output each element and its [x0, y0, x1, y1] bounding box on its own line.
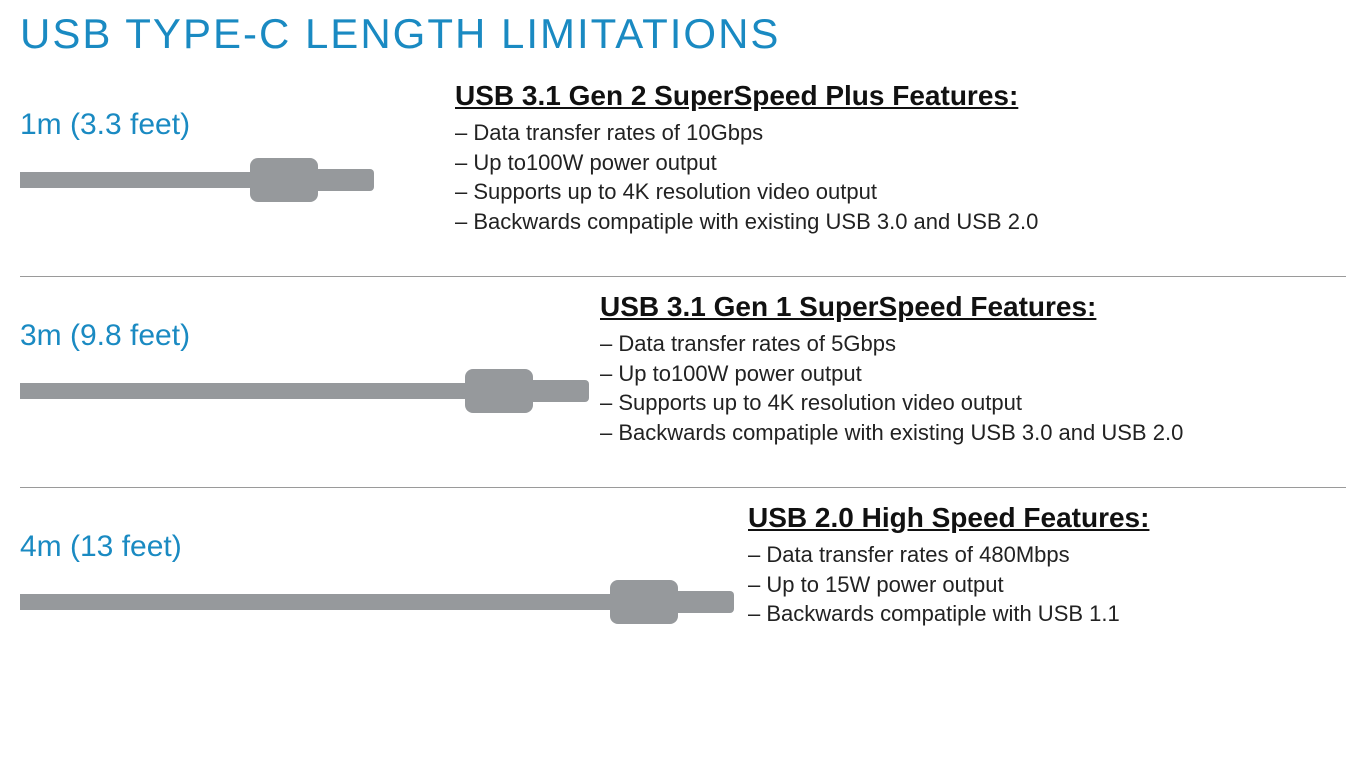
cable-ferrite	[250, 158, 318, 202]
spec-heading: USB 3.1 Gen 1 SuperSpeed Features:	[600, 291, 1183, 323]
cable-icon	[20, 580, 734, 624]
cable-body	[20, 594, 610, 610]
spec-block: USB 3.1 Gen 1 SuperSpeed Features: Data t…	[600, 291, 1183, 448]
cable-ferrite	[610, 580, 678, 624]
page-title: USB TYPE-C LENGTH LIMITATIONS	[20, 10, 1346, 58]
spec-list: Data transfer rates of 5GbpsUp to100W po…	[600, 329, 1183, 448]
cable-icon	[20, 158, 374, 202]
spec-item: Backwards compatiple with existing USB 3…	[455, 207, 1038, 237]
spec-block: USB 2.0 High Speed Features: Data transfe…	[748, 502, 1149, 629]
spec-item: Data transfer rates of 480Mbps	[748, 540, 1149, 570]
spec-row: 3m (9.8 feet) USB 3.1 Gen 1 SuperSpeed Fe…	[20, 277, 1346, 487]
spec-item: Up to 15W power output	[748, 570, 1149, 600]
spec-item: Up to100W power output	[600, 359, 1183, 389]
spec-heading: USB 2.0 High Speed Features:	[748, 502, 1149, 534]
spec-item: Backwards compatiple with existing USB 3…	[600, 418, 1183, 448]
cable-tip	[533, 380, 589, 402]
length-label: 1m (3.3 feet)	[20, 108, 190, 142]
spec-item: Backwards compatiple with USB 1.1	[748, 599, 1149, 629]
spec-list: Data transfer rates of 480MbpsUp to 15W …	[748, 540, 1149, 629]
spec-heading: USB 3.1 Gen 2 SuperSpeed Plus Features:	[455, 80, 1038, 112]
length-label: 3m (9.8 feet)	[20, 319, 190, 353]
spec-item: Data transfer rates of 5Gbps	[600, 329, 1183, 359]
spec-block: USB 3.1 Gen 2 SuperSpeed Plus Features: D…	[455, 80, 1038, 237]
spec-item: Up to100W power output	[455, 148, 1038, 178]
cable-tip	[678, 591, 734, 613]
rows-container: 1m (3.3 feet) USB 3.1 Gen 2 SuperSpeed Pl…	[20, 66, 1346, 698]
spec-item: Supports up to 4K resolution video outpu…	[600, 388, 1183, 418]
cable-ferrite	[465, 369, 533, 413]
spec-list: Data transfer rates of 10GbpsUp to100W p…	[455, 118, 1038, 237]
cable-body	[20, 172, 250, 188]
cable-icon	[20, 369, 589, 413]
spec-row: 1m (3.3 feet) USB 3.1 Gen 2 SuperSpeed Pl…	[20, 66, 1346, 276]
cable-body	[20, 383, 465, 399]
spec-item: Data transfer rates of 10Gbps	[455, 118, 1038, 148]
cable-tip	[318, 169, 374, 191]
spec-row: 4m (13 feet) USB 2.0 High Speed Features:…	[20, 488, 1346, 698]
spec-item: Supports up to 4K resolution video outpu…	[455, 177, 1038, 207]
length-label: 4m (13 feet)	[20, 530, 182, 564]
